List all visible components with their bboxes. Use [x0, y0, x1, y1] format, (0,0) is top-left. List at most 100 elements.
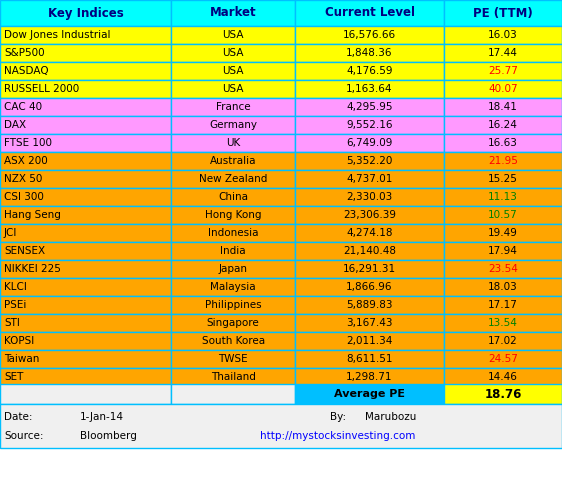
- Text: Taiwan: Taiwan: [4, 354, 39, 364]
- Bar: [444, 62, 562, 80]
- Text: RUSSELL 2000: RUSSELL 2000: [4, 84, 79, 94]
- Text: 16,576.66: 16,576.66: [343, 30, 396, 40]
- Text: USA: USA: [223, 48, 244, 58]
- Text: 8,611.51: 8,611.51: [346, 354, 393, 364]
- Bar: [295, 62, 444, 80]
- Bar: [444, 134, 562, 152]
- Text: South Korea: South Korea: [202, 336, 265, 346]
- Bar: [0, 384, 171, 404]
- Bar: [444, 350, 562, 368]
- Bar: [171, 278, 295, 296]
- Text: 10.57: 10.57: [488, 210, 518, 220]
- Text: Current Level: Current Level: [324, 6, 415, 20]
- Bar: [295, 368, 444, 386]
- Bar: [171, 260, 295, 278]
- Text: 3,167.43: 3,167.43: [346, 318, 393, 328]
- Text: Source:: Source:: [4, 430, 43, 441]
- Text: Average PE: Average PE: [334, 389, 405, 399]
- Bar: [171, 116, 295, 134]
- Text: 16.24: 16.24: [488, 120, 518, 130]
- Bar: [295, 98, 444, 116]
- Bar: [295, 80, 444, 98]
- Text: 4,176.59: 4,176.59: [346, 66, 393, 76]
- Bar: [444, 278, 562, 296]
- Bar: [295, 44, 444, 62]
- Bar: [444, 80, 562, 98]
- Text: ASX 200: ASX 200: [4, 156, 48, 166]
- Text: Date:: Date:: [4, 412, 33, 422]
- Text: 15.25: 15.25: [488, 174, 518, 184]
- Text: 14.46: 14.46: [488, 372, 518, 382]
- Bar: [0, 260, 171, 278]
- Bar: [171, 188, 295, 206]
- Text: 1,163.64: 1,163.64: [346, 84, 393, 94]
- Bar: [0, 206, 171, 224]
- Bar: [295, 152, 444, 170]
- Bar: [444, 260, 562, 278]
- Bar: [0, 98, 171, 116]
- Text: 16.03: 16.03: [488, 30, 518, 40]
- Bar: [0, 62, 171, 80]
- Bar: [0, 44, 171, 62]
- Bar: [295, 206, 444, 224]
- Bar: [295, 384, 444, 404]
- Text: Marubozu: Marubozu: [365, 412, 416, 422]
- Text: NIKKEI 225: NIKKEI 225: [4, 264, 61, 274]
- Bar: [295, 314, 444, 332]
- Text: KOPSI: KOPSI: [4, 336, 34, 346]
- Bar: [171, 0, 295, 26]
- Bar: [295, 332, 444, 350]
- Text: China: China: [218, 192, 248, 202]
- Bar: [171, 350, 295, 368]
- Bar: [0, 368, 171, 386]
- Bar: [444, 0, 562, 26]
- Bar: [0, 350, 171, 368]
- Bar: [295, 188, 444, 206]
- Bar: [444, 242, 562, 260]
- Bar: [295, 134, 444, 152]
- Text: 2,011.34: 2,011.34: [346, 336, 393, 346]
- Text: NASDAQ: NASDAQ: [4, 66, 49, 76]
- Text: 4,274.18: 4,274.18: [346, 228, 393, 238]
- Text: TWSE: TWSE: [219, 354, 248, 364]
- Bar: [0, 314, 171, 332]
- Bar: [171, 224, 295, 242]
- Bar: [295, 296, 444, 314]
- Bar: [444, 368, 562, 386]
- Text: CAC 40: CAC 40: [4, 102, 42, 112]
- Text: USA: USA: [223, 30, 244, 40]
- Text: SENSEX: SENSEX: [4, 246, 45, 256]
- Text: 17.17: 17.17: [488, 300, 518, 310]
- Text: 17.94: 17.94: [488, 246, 518, 256]
- Text: Key Indices: Key Indices: [48, 6, 124, 20]
- Text: 18.03: 18.03: [488, 282, 518, 292]
- Bar: [0, 404, 562, 448]
- Text: Thailand: Thailand: [211, 372, 256, 382]
- Bar: [444, 152, 562, 170]
- Text: 23.54: 23.54: [488, 264, 518, 274]
- Text: 1-Jan-14: 1-Jan-14: [80, 412, 124, 422]
- Bar: [295, 0, 444, 26]
- Text: JCI: JCI: [4, 228, 17, 238]
- Bar: [171, 26, 295, 44]
- Text: Indonesia: Indonesia: [208, 228, 259, 238]
- Text: India: India: [220, 246, 246, 256]
- Text: 40.07: 40.07: [488, 84, 518, 94]
- Text: NZX 50: NZX 50: [4, 174, 42, 184]
- Bar: [0, 134, 171, 152]
- Bar: [444, 170, 562, 188]
- Bar: [444, 384, 562, 404]
- Text: Bloomberg: Bloomberg: [80, 430, 137, 441]
- Text: 21.95: 21.95: [488, 156, 518, 166]
- Text: http://mystocksinvesting.com: http://mystocksinvesting.com: [260, 430, 415, 441]
- Text: New Zealand: New Zealand: [199, 174, 268, 184]
- Text: 19.49: 19.49: [488, 228, 518, 238]
- Bar: [444, 332, 562, 350]
- Bar: [0, 242, 171, 260]
- Text: 23,306.39: 23,306.39: [343, 210, 396, 220]
- Text: DAX: DAX: [4, 120, 26, 130]
- Text: 2,330.03: 2,330.03: [346, 192, 393, 202]
- Text: 25.77: 25.77: [488, 66, 518, 76]
- Bar: [295, 242, 444, 260]
- Text: France: France: [216, 102, 251, 112]
